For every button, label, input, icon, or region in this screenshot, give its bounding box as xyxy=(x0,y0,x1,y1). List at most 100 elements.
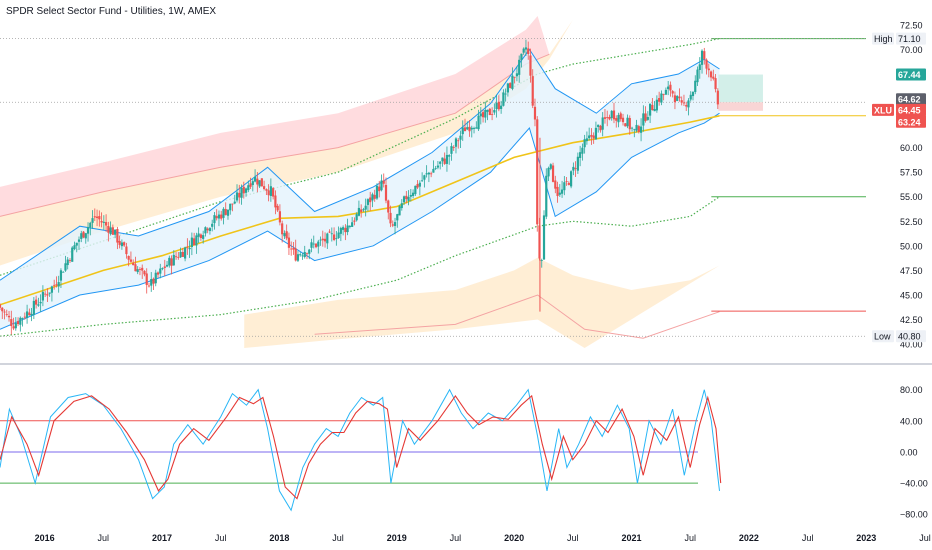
candle-body xyxy=(170,258,173,266)
price-tick-label: 50.00 xyxy=(900,241,923,251)
oscillator-tick-label: 0.00 xyxy=(900,447,918,457)
candle-body xyxy=(384,184,388,201)
oscillator-tick-label: 80.00 xyxy=(900,385,923,395)
candle-body xyxy=(707,68,710,71)
candle-body xyxy=(619,113,622,120)
candle-body xyxy=(407,196,410,201)
price-label-text: 67.44 xyxy=(898,70,921,80)
candle-body xyxy=(687,100,690,108)
candle-body xyxy=(536,119,539,225)
candle-body xyxy=(337,232,340,239)
candle-body xyxy=(123,242,126,246)
candle-body xyxy=(276,205,279,211)
date-tick-label: 2018 xyxy=(269,533,289,543)
candle-body xyxy=(116,229,119,243)
candle-body xyxy=(37,304,40,306)
candle-body xyxy=(486,109,489,112)
candle-body xyxy=(567,182,570,185)
candle-body xyxy=(66,259,69,266)
candle-body xyxy=(558,192,561,195)
candle-body xyxy=(382,180,385,184)
candle-body xyxy=(0,304,2,308)
candle-body xyxy=(556,186,559,197)
candle-body xyxy=(660,93,663,103)
price-label-text: 40.80 xyxy=(898,332,921,342)
candle-body xyxy=(637,126,640,132)
candle-body xyxy=(183,247,187,259)
candle-body xyxy=(617,115,620,123)
candle-body xyxy=(141,267,144,271)
candle-body xyxy=(542,215,546,260)
candle-body xyxy=(204,227,207,234)
candle-body xyxy=(305,253,309,255)
candle-body xyxy=(321,238,324,241)
candle-body xyxy=(156,272,160,275)
candle-body xyxy=(16,321,20,325)
candle-body xyxy=(107,226,110,233)
candle-body xyxy=(445,154,449,164)
candle-body xyxy=(177,257,180,258)
candle-body xyxy=(195,235,198,246)
candle-body xyxy=(247,185,250,191)
candle-body xyxy=(572,166,575,171)
price-tick-label: 57.50 xyxy=(900,168,923,178)
candle-body xyxy=(260,178,263,187)
candle-body xyxy=(667,86,670,90)
candle-body xyxy=(1,307,4,312)
candle-body xyxy=(253,176,257,182)
candle-body xyxy=(378,186,381,192)
candle-body xyxy=(57,282,60,287)
candle-body xyxy=(75,242,78,246)
candle-body xyxy=(495,102,498,110)
candle-body xyxy=(524,47,528,50)
candle-body xyxy=(662,94,665,96)
inner-band-fill xyxy=(0,49,720,330)
date-tick-label: Jul xyxy=(332,533,344,543)
candle-body xyxy=(12,326,15,329)
candle-body xyxy=(240,187,243,198)
candle-body xyxy=(504,93,507,95)
candle-body xyxy=(165,264,169,267)
candle-body xyxy=(7,315,11,318)
position-target-zone xyxy=(718,74,763,103)
candle-body xyxy=(691,92,695,97)
candle-body xyxy=(344,227,347,233)
candle-body xyxy=(206,228,209,231)
price-label-box xyxy=(896,330,926,343)
price-label-text: XLU xyxy=(874,105,892,115)
candle-body xyxy=(46,294,49,296)
candle-body xyxy=(292,248,295,250)
candle-body xyxy=(132,262,135,266)
candle-body xyxy=(405,195,408,200)
candle-body xyxy=(346,225,349,233)
candle-body xyxy=(125,246,128,255)
candle-body xyxy=(545,175,548,217)
candle-body xyxy=(513,76,516,78)
candle-body xyxy=(509,83,512,88)
candle-body xyxy=(414,185,417,195)
candle-body xyxy=(698,64,701,70)
candle-body xyxy=(48,292,51,294)
candle-body xyxy=(348,226,351,227)
candle-body xyxy=(574,168,577,169)
price-pane[interactable] xyxy=(0,16,866,348)
price-label-text: High xyxy=(874,34,893,44)
candle-body xyxy=(601,117,604,130)
candle-body xyxy=(220,214,223,219)
candle-body xyxy=(283,233,286,237)
candle-body xyxy=(217,214,221,219)
candle-body xyxy=(77,239,81,242)
candle-body xyxy=(188,247,191,250)
candle-body xyxy=(511,75,514,89)
candle-body xyxy=(457,140,460,142)
candle-body xyxy=(278,211,282,223)
candle-body xyxy=(215,216,218,219)
candle-body xyxy=(64,263,67,271)
candle-body xyxy=(594,127,598,140)
candle-body xyxy=(150,279,153,286)
candle-body xyxy=(434,168,437,169)
oscillator-pane[interactable] xyxy=(0,388,722,512)
candle-body xyxy=(649,103,652,116)
candle-body xyxy=(95,216,99,218)
